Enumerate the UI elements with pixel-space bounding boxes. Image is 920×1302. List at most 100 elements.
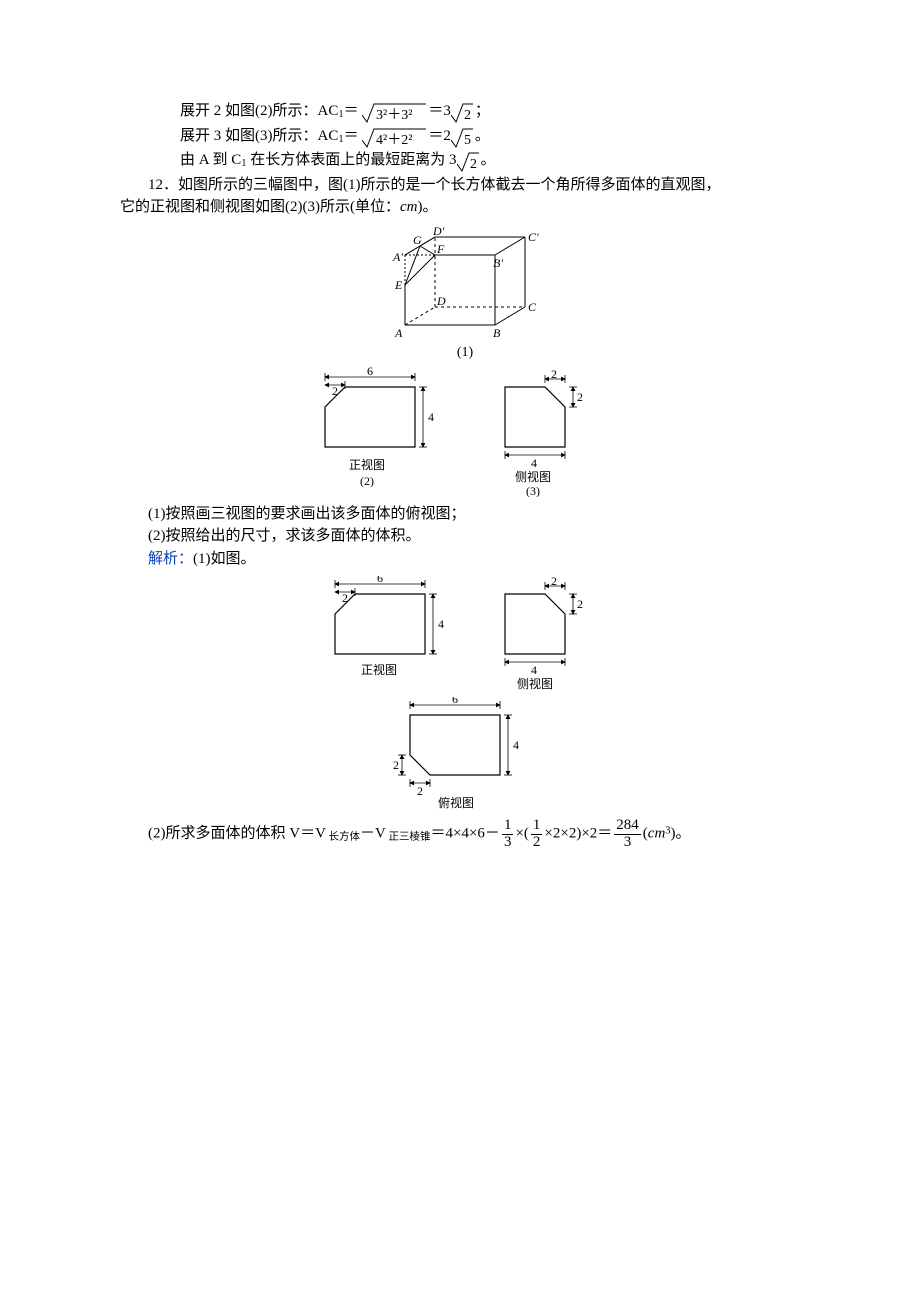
- dim: 4: [531, 456, 537, 470]
- answer-line: 解析：(1)如图。: [120, 548, 810, 571]
- text: ＝4×4×6－: [431, 826, 500, 842]
- unfold-2-line: 展开 2 如图(2)所示：AC1＝ 3²＋3² ＝32；: [120, 100, 810, 125]
- caption: 正视图: [349, 457, 385, 472]
- eq: ＝: [344, 103, 359, 119]
- num: 1: [502, 818, 514, 835]
- answer-top-view: 6 4 2 2 俯视图: [120, 697, 810, 812]
- eq: ＝: [428, 103, 443, 119]
- text: ×2×2)×2＝: [544, 826, 612, 842]
- fraction: 12: [529, 818, 545, 851]
- caption: 俯视图: [438, 795, 474, 810]
- text: (2)所求多面体的体积 V＝V: [148, 826, 326, 842]
- label-Bp: B': [493, 256, 503, 270]
- period: 。: [481, 152, 496, 168]
- svg-text:4²＋2²: 4²＋2²: [376, 133, 412, 148]
- dim: 2: [577, 390, 583, 404]
- eq: ＝: [428, 128, 443, 144]
- unfold-3-line: 展开 3 如图(3)所示：AC1＝ 4²＋2² ＝25。: [120, 125, 810, 150]
- unit: cm: [648, 826, 666, 842]
- sqrt-icon: 3²＋3²: [362, 102, 428, 125]
- caption: 正视图: [361, 662, 397, 677]
- caption: 侧视图: [515, 469, 551, 484]
- den: 3: [614, 835, 641, 851]
- dim: 4: [428, 410, 434, 424]
- caption: (2): [360, 474, 374, 488]
- dim: 2: [551, 576, 557, 588]
- sub: 正三棱锥: [386, 832, 431, 843]
- sqrt-icon: 2: [457, 151, 481, 174]
- num: 1: [531, 818, 543, 835]
- dim: 2: [393, 758, 399, 772]
- q12-sub1: (1)按照画三视图的要求画出该多面体的俯视图；: [120, 503, 810, 526]
- q12-intro-line-1: 12．如图所示的三幅图中，图(1)所示的是一个长方体截去一个角所得多面体的直观图…: [120, 174, 810, 197]
- fraction: 13: [500, 818, 516, 851]
- top-view-svg: 6 4 2 2 俯视图: [380, 697, 550, 812]
- dim: 4: [513, 738, 519, 752]
- dim: 6: [367, 367, 373, 378]
- den: 3: [502, 835, 514, 851]
- sqrt-icon: 2: [451, 102, 475, 125]
- coeff: 3: [449, 152, 457, 168]
- radicand: 3²＋3²: [376, 108, 412, 123]
- coeff: 3: [443, 103, 451, 119]
- text: )。: [671, 826, 691, 842]
- label-E: E: [394, 278, 403, 292]
- views-2-3: 6 2 4 正视图 (2): [295, 367, 635, 497]
- label-Dp: D': [432, 225, 445, 238]
- shortest-distance-line: 由 A 到 C1 在长方体表面上的最短距离为 32。: [120, 149, 810, 174]
- q12-sub2: (2)按照给出的尺寸，求该多面体的体积。: [120, 525, 810, 548]
- text: 12．如图所示的三幅图中，图(1)所示的是一个长方体截去一个角所得多面体的直观图…: [148, 177, 721, 193]
- svg-text:5: 5: [464, 133, 471, 148]
- text: )。: [417, 199, 437, 215]
- dim: 2: [551, 367, 557, 381]
- dim: 2: [577, 597, 583, 611]
- label-B: B: [493, 326, 501, 340]
- label-A: A: [394, 326, 403, 340]
- dim: 4: [531, 663, 537, 677]
- dim: 6: [377, 576, 383, 585]
- fig1-caption: (1): [120, 345, 810, 361]
- den: 2: [531, 835, 543, 851]
- label-C: C: [528, 300, 537, 314]
- label-G: G: [413, 233, 422, 247]
- dim: 4: [438, 617, 444, 631]
- sqrt-icon: 5: [451, 127, 475, 150]
- fraction: 2843: [612, 818, 643, 851]
- text: 由 A 到 C: [180, 152, 241, 168]
- text: V: [375, 826, 386, 842]
- sqrt-icon: 4²＋2²: [362, 127, 428, 150]
- dim: 2: [417, 784, 423, 798]
- label-Cp: C': [528, 230, 539, 244]
- minus: －: [360, 826, 375, 842]
- oblique-diagram: A' B' C' D' A B C D E F G: [375, 225, 555, 345]
- svg-text:2: 2: [470, 157, 477, 172]
- figure-2-3-row: 6 2 4 正视图 (2): [120, 367, 810, 497]
- svg-text:2: 2: [464, 108, 471, 123]
- answer-views-row-1: 6 2 4 正视图 2 2 4: [120, 576, 810, 691]
- unit: cm: [400, 199, 418, 215]
- text: 在长方体表面上的最短距离为: [247, 152, 450, 168]
- dim: 6: [452, 697, 458, 706]
- dim: 2: [332, 384, 338, 398]
- text: 展开 3 如图(3)所示：AC: [180, 128, 338, 144]
- sub: 长方体: [326, 832, 360, 843]
- eq: ＝: [344, 128, 359, 144]
- times: ×: [515, 826, 523, 842]
- label-D: D: [436, 294, 446, 308]
- period: 。: [475, 128, 490, 144]
- dim: 2: [342, 591, 348, 605]
- label-Ap: A': [392, 250, 403, 264]
- answer-label: 解析：: [148, 551, 193, 567]
- figure-1-oblique: A' B' C' D' A B C D E F G (1): [120, 225, 810, 361]
- text: 展开 2 如图(2)所示：AC: [180, 103, 338, 119]
- text: 它的正视图和侧视图如图(2)(3)所示(单位：: [120, 199, 400, 215]
- q12-intro-line-2: 它的正视图和侧视图如图(2)(3)所示(单位：cm)。: [120, 196, 810, 219]
- text: (1)如图。: [193, 551, 256, 567]
- caption: 侧视图: [517, 676, 553, 691]
- semicolon: ；: [475, 103, 490, 119]
- caption: (3): [526, 484, 540, 497]
- volume-line: (2)所求多面体的体积 V＝V 长方体－V 正三棱锥＝4×4×6－13×(12×…: [120, 818, 810, 851]
- label-F: F: [436, 242, 445, 256]
- coeff: 2: [443, 128, 451, 144]
- answer-front-side: 6 2 4 正视图 2 2 4: [315, 576, 615, 691]
